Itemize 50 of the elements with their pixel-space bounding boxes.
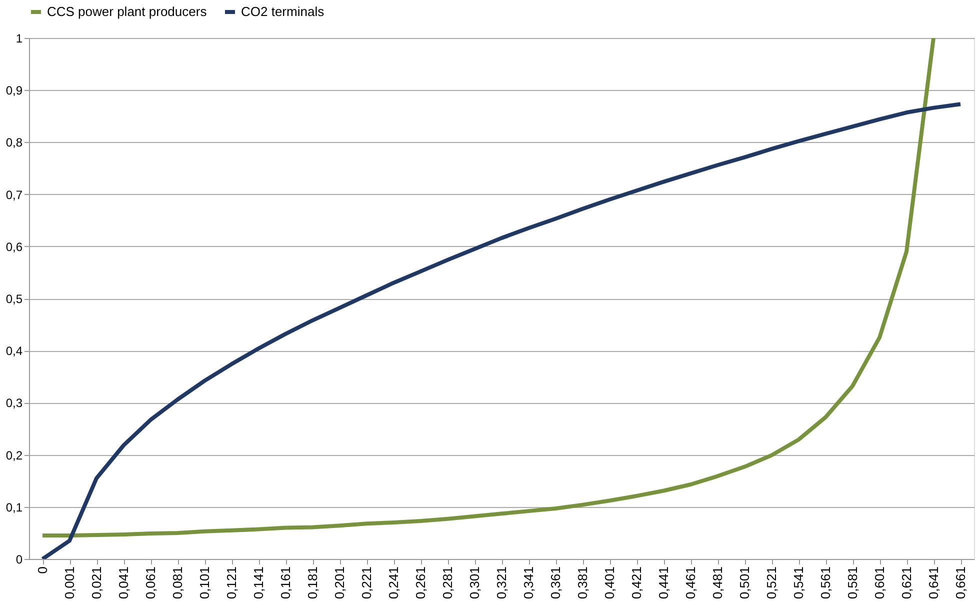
x-tick-label: 0,201 — [332, 566, 347, 600]
x-tick-label: 0,081 — [170, 566, 185, 600]
x-tick-label: 0,461 — [683, 566, 698, 600]
x-tick-label: 0,521 — [764, 566, 779, 600]
x-tick-label: 0,501 — [737, 566, 752, 600]
y-tick-label: 0,9 — [6, 84, 23, 98]
x-tick-label: 0,641 — [926, 566, 941, 600]
x-tick-label: 0,141 — [251, 566, 266, 600]
x-tick-label: 0,261 — [413, 566, 428, 600]
legend-label: CCS power plant producers — [47, 4, 208, 19]
x-tick-label: 0,301 — [467, 566, 482, 600]
x-tick-label: 0,541 — [791, 566, 806, 600]
legend-label: CO2 terminals — [241, 4, 325, 19]
y-tick-label: 0,7 — [6, 188, 23, 202]
y-tick-label: 0,1 — [6, 500, 23, 514]
x-tick-label: 0,001 — [62, 566, 77, 600]
line-series — [40, 102, 962, 559]
x-tick-label: 0,561 — [818, 566, 833, 600]
y-tick-label: 0,4 — [6, 344, 23, 358]
line-series — [40, 38, 936, 538]
y-tick-label: 0,2 — [6, 448, 23, 462]
x-tick-label: 0,061 — [143, 566, 158, 600]
x-tick-label: 0,241 — [386, 566, 401, 600]
x-tick-label: 0,621 — [899, 566, 914, 600]
x-tick-label: 0,101 — [197, 566, 212, 600]
x-tick-label: 0,181 — [305, 566, 320, 600]
x-tick-label: 0,381 — [575, 566, 590, 600]
x-tick-label: 0,341 — [521, 566, 536, 600]
x-tick-label: 0,401 — [602, 566, 617, 600]
x-tick-label: 0,321 — [494, 566, 509, 600]
x-tick-label: 0,481 — [710, 566, 725, 600]
x-tick-label: 0 — [35, 566, 50, 574]
x-tick-label: 0,441 — [656, 566, 671, 600]
y-tick-label: 0,5 — [6, 292, 23, 306]
x-tick-label: 0,041 — [116, 566, 131, 600]
x-tick-label: 0,281 — [440, 566, 455, 600]
x-tick-label: 0,161 — [278, 566, 293, 600]
y-tick-label: 0,6 — [6, 240, 23, 254]
y-tick-label: 0,3 — [6, 396, 23, 410]
x-tick-label: 0,361 — [548, 566, 563, 600]
x-tick-label: 0,601 — [872, 566, 887, 600]
y-tick-label: 1 — [16, 32, 23, 46]
x-tick-label: 0,121 — [224, 566, 239, 600]
x-tick-label: 0,221 — [359, 566, 374, 600]
x-tick-label: 0,661 — [953, 566, 968, 600]
x-tick-label: 0,021 — [89, 566, 104, 600]
x-tick-label: 0,581 — [845, 566, 860, 600]
y-tick-label: 0,8 — [6, 136, 23, 150]
x-tick-label: 0,421 — [629, 566, 644, 600]
y-tick-label: 0 — [16, 552, 23, 566]
